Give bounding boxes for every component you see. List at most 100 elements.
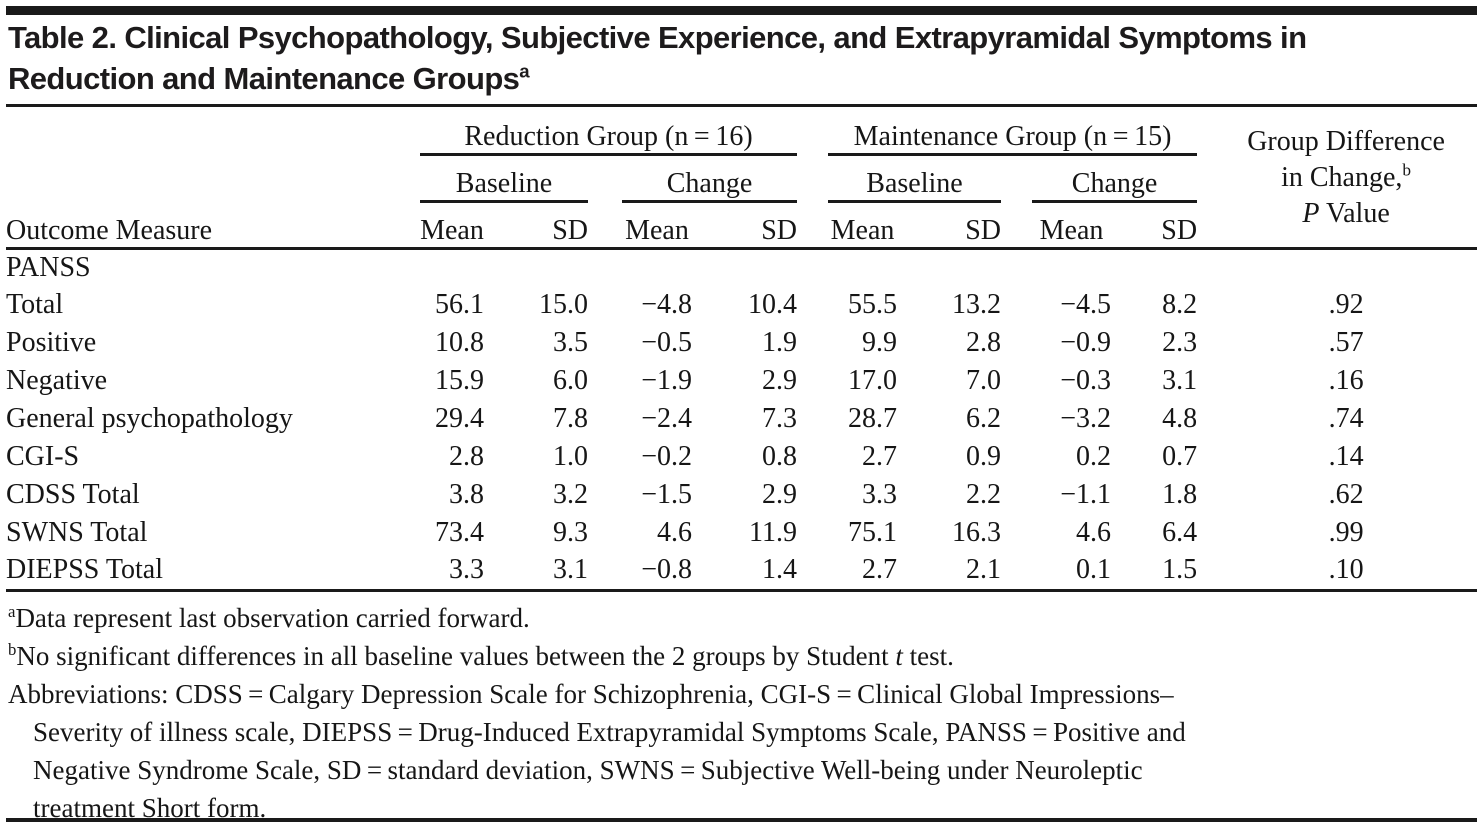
cell: 11.9: [749, 517, 798, 548]
header-gap: [1197, 201, 1216, 250]
cell: −0.8: [622, 552, 692, 592]
cell: 2.8: [966, 327, 1002, 358]
header-gap: [797, 201, 829, 250]
header-gap: [797, 110, 828, 154]
cell: 3.3: [420, 552, 484, 592]
cell: −0.3: [1060, 365, 1112, 396]
gap-cell: [1197, 438, 1215, 476]
cell: 15.9: [435, 365, 484, 396]
header-gap: [1197, 110, 1215, 154]
gap-cell: [1001, 552, 1033, 592]
footnotes: aData represent last observation carried…: [8, 599, 1186, 827]
cell: 4.6: [1076, 517, 1112, 548]
cell: −0.5: [641, 327, 692, 358]
cell: 1.5: [1111, 552, 1198, 592]
cell: [828, 248, 897, 286]
clinical-outcomes-table: Reduction Group (n = 16) Maintenance Gro…: [6, 110, 1478, 592]
cell: −1.9: [641, 365, 692, 396]
gap-cell: [1001, 476, 1032, 514]
cell: 6.2: [966, 403, 1002, 434]
table-row-panss: PANSS: [6, 248, 1477, 286]
header-gap: [1001, 154, 1032, 201]
cell: −0.2: [641, 441, 692, 472]
cell: 7.3: [762, 403, 798, 434]
cell: −3.2: [1060, 403, 1112, 434]
pvalue-cell: .74: [1328, 403, 1364, 434]
cell: 6.4: [1162, 517, 1198, 548]
row-label: Negative: [6, 365, 108, 396]
table-row-panss-total: Total 56.1 15.0 −4.8 10.4 55.5 13.2 −4.5 8.2…: [6, 286, 1477, 324]
gap-cell: [1001, 438, 1032, 476]
row-label: Positive: [6, 327, 97, 358]
cell: 17.0: [848, 365, 898, 396]
cell: 56.1: [435, 289, 484, 320]
header-gap: [1197, 154, 1215, 201]
cell: 75.1: [848, 517, 898, 548]
pvalue-superscript-b: b: [1402, 160, 1412, 180]
header-empty-cell: [6, 154, 420, 201]
header-gap: [588, 154, 622, 201]
pvalue-cell: [1215, 248, 1477, 286]
cell: 0.1: [1032, 552, 1112, 592]
table-title: Table 2. Clinical Psychopathology, Subje…: [8, 17, 1307, 99]
cell: 16.3: [952, 517, 1002, 548]
gap-cell: [1001, 248, 1032, 286]
cell: 7.8: [553, 403, 588, 434]
cell: 1.0: [553, 441, 588, 472]
gap-cell: [1001, 362, 1032, 400]
footnote-b-marker: b: [8, 640, 17, 659]
cell: 0.9: [966, 441, 1002, 472]
top-thick-rule: [6, 6, 1477, 15]
gap-cell: [1001, 324, 1032, 362]
footnote-abbreviations-line1: Abbreviations: CDSS = Calgary Depression…: [8, 679, 1174, 709]
pvalue-header-line3: P Value: [1302, 198, 1390, 230]
cell: −0.9: [1060, 327, 1112, 358]
cell: 10.8: [435, 327, 484, 358]
header-maintenance-change: Change: [1032, 154, 1198, 203]
cell: 2.2: [966, 479, 1002, 510]
pvalue-cell: .99: [1328, 517, 1364, 548]
pvalue-header-line1: Group Difference: [1247, 126, 1445, 158]
gap-cell: [1001, 514, 1032, 552]
cell: −2.4: [641, 403, 692, 434]
footnote-abbreviations-line2: Severity of illness scale, DIEPSS = Drug…: [33, 717, 1186, 747]
gap-cell: [1197, 552, 1216, 592]
header-sd: SD: [484, 201, 588, 250]
header-pvalue-column: Group Difference in Change,b P Value: [1215, 110, 1478, 250]
cell: 73.4: [435, 517, 484, 548]
gap-cell: [1197, 286, 1215, 324]
table-row-diepss: DIEPSS Total 3.3 3.1 −0.8 1.4 2.7 2.1 0.1 1.…: [6, 552, 1478, 592]
bottom-rule: [6, 818, 1477, 822]
rule-under-title: [6, 104, 1477, 107]
cell: 2.9: [762, 365, 798, 396]
gap-cell: [797, 248, 828, 286]
header-reduction-baseline: Baseline: [420, 154, 588, 203]
table-row-cdss: CDSS Total 3.8 3.2 −1.5 2.9 3.3 2.2 −1.1 1.8…: [6, 476, 1477, 514]
cell: 4.8: [1162, 403, 1198, 434]
cell: [420, 248, 484, 286]
header-mean: Mean: [828, 201, 898, 250]
table-row-panss-general: General psychopathology 29.4 7.8 −2.4 7.3 …: [6, 400, 1477, 438]
cell: 4.6: [657, 517, 692, 548]
cell: 2.8: [449, 441, 484, 472]
cell: 2.3: [1162, 327, 1198, 358]
header-sd: SD: [1111, 201, 1198, 250]
header-gap: [797, 154, 828, 201]
cell: 10.4: [748, 289, 798, 320]
footnote-b: bNo significant differences in all basel…: [8, 640, 954, 671]
header-maintenance-baseline: Baseline: [828, 154, 1002, 203]
cell: −1.5: [641, 479, 692, 510]
pvalue-cell: .57: [1328, 327, 1364, 358]
gap-cell: [1197, 514, 1215, 552]
table-body: PANSS Total 56.1 15.0 −4.8 10.4 55.5 13.2 −…: [6, 248, 1478, 592]
header-mean: Mean: [622, 201, 692, 250]
cell: 8.2: [1162, 289, 1198, 320]
cell: [897, 248, 1001, 286]
footnote-a-marker: a: [8, 602, 16, 621]
gap-cell: [588, 514, 622, 552]
gap-cell: [588, 476, 622, 514]
header-maintenance-group: Maintenance Group (n = 15): [828, 110, 1198, 156]
pvalue-cell: .62: [1328, 479, 1364, 510]
table-row-cgis: CGI-S 2.8 1.0 −0.2 0.8 2.7 0.9 0.2 0.7 .14: [6, 438, 1477, 476]
cell: 2.9: [762, 479, 798, 510]
